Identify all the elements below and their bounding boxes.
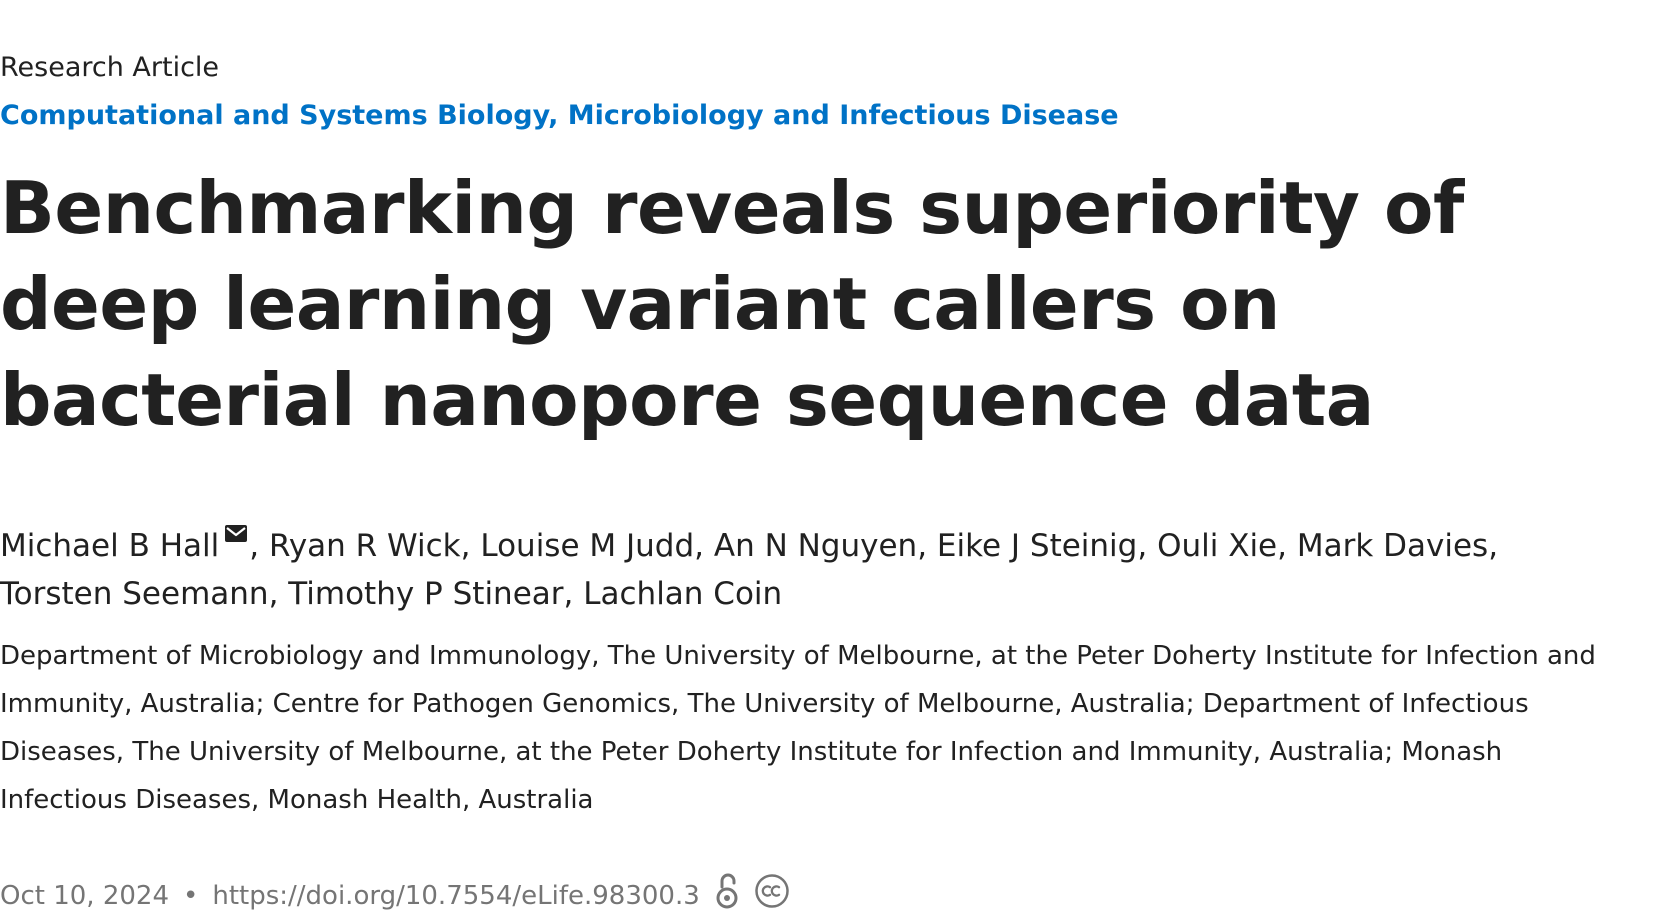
subject-separator: , xyxy=(548,100,568,131)
author-link[interactable]: Torsten Seemann xyxy=(0,576,269,612)
article-title: Benchmarking reveals superiority of deep… xyxy=(0,166,1464,442)
author-separator: , xyxy=(1137,528,1158,564)
author-separator: , xyxy=(1488,528,1499,564)
author-separator: , xyxy=(268,576,289,612)
author-separator: , xyxy=(694,528,714,564)
publication-date: Oct 10, 2024 xyxy=(0,881,169,911)
doi-link[interactable]: https://doi.org/10.7554/eLife.98300.3 xyxy=(212,881,700,911)
author-list: Michael B Hall, Ryan R Wick, Louise M Ju… xyxy=(0,508,1600,618)
author-link[interactable]: Lachlan Coin xyxy=(583,576,783,612)
author-link[interactable]: Mark Davies xyxy=(1296,528,1489,564)
article-meta: Oct 10, 2024 • https://doi.org/10.7554/e… xyxy=(0,872,790,920)
author-link[interactable]: Ryan R Wick xyxy=(268,528,461,564)
open-access-icon xyxy=(714,872,740,920)
author-link[interactable]: Timothy P Stinear xyxy=(288,576,564,612)
author-link[interactable]: Michael B Hall xyxy=(0,528,220,564)
author-separator: , xyxy=(563,576,584,612)
author-separator: , xyxy=(460,528,481,564)
author-separator: , xyxy=(917,528,937,564)
meta-bullet: • xyxy=(183,881,199,911)
author-separator: , xyxy=(1277,528,1297,564)
author-link[interactable]: Louise M Judd xyxy=(480,528,695,564)
affiliations: Department of Microbiology and Immunolog… xyxy=(0,641,1596,815)
article-type: Research Article xyxy=(0,52,220,83)
author-link[interactable]: Eike J Steinig xyxy=(936,528,1138,564)
creative-commons-icon xyxy=(754,873,790,919)
subject-list: Computational and Systems Biology, Micro… xyxy=(0,98,1119,134)
author-separator: , xyxy=(249,528,269,564)
mail-icon[interactable] xyxy=(225,508,248,542)
subject-link-microbiology-infectious-disease[interactable]: Microbiology and Infectious Disease xyxy=(567,100,1119,131)
author-link[interactable]: An N Nguyen xyxy=(713,528,918,564)
author-link[interactable]: Ouli Xie xyxy=(1157,528,1278,564)
subject-link-computational-systems-biology[interactable]: Computational and Systems Biology xyxy=(0,100,549,131)
